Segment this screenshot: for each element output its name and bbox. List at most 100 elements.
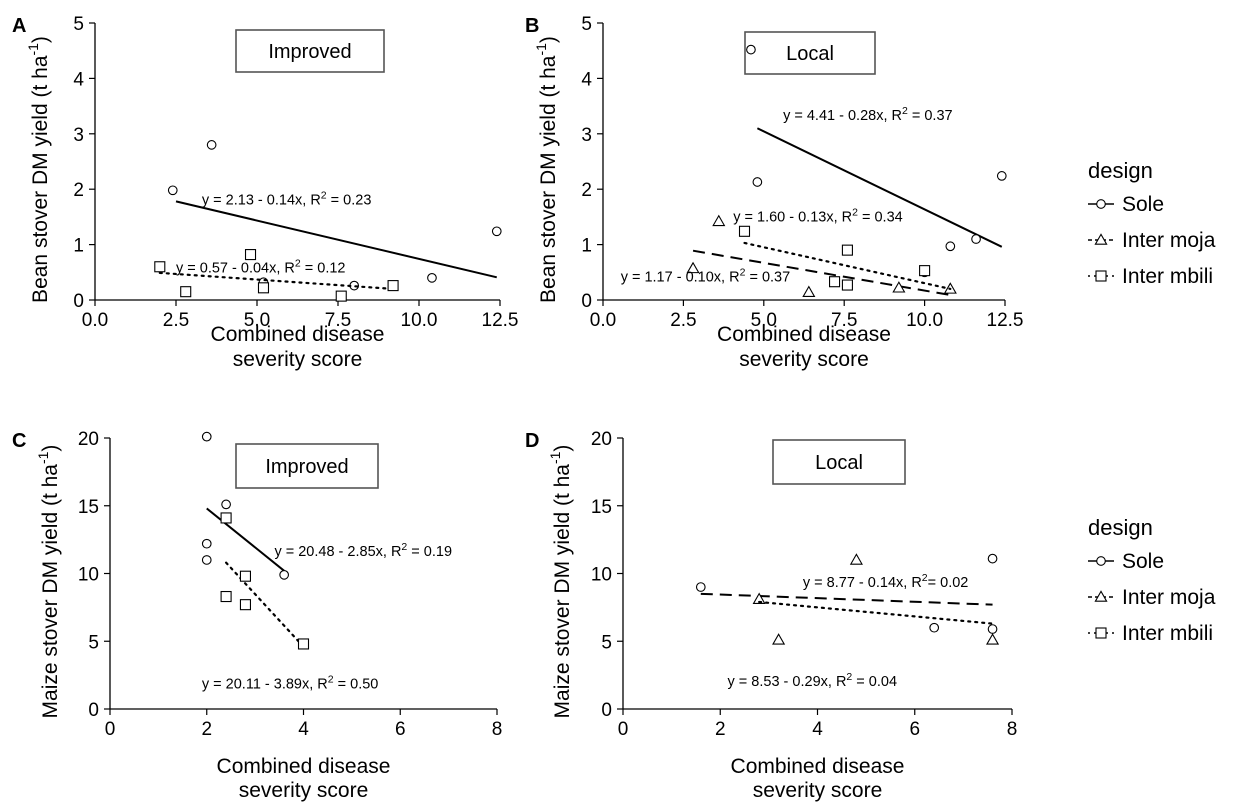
data-point [297, 638, 310, 650]
x-tick-label: 2 [715, 719, 726, 740]
y-axis-label: Bean stover DM yield (t ha-1) [25, 36, 52, 303]
y-axis-label-close: ) [29, 36, 52, 43]
fit-line [692, 249, 951, 296]
cultivar-label: Improved [265, 456, 348, 478]
x-axis-label-line: severity score [233, 348, 363, 371]
x-tick-label: 12.5 [987, 310, 1024, 331]
series-inter-moja [700, 553, 1000, 645]
y-axis-label: Maize stover DM yield (t ha-1) [35, 445, 62, 719]
equation-main: y = 8.77 - 0.14x, R [803, 575, 922, 591]
data-point [180, 286, 192, 298]
legend-label: Inter mbili [1122, 265, 1213, 288]
data-point [752, 177, 763, 187]
y-tick-label: 5 [73, 14, 84, 35]
data-point [427, 272, 437, 283]
y-tick-label: 20 [591, 429, 612, 450]
x-tick-label: 7.5 [831, 310, 857, 331]
y-tick-label: 0 [73, 291, 84, 312]
equation-tail: = 0.12 [301, 260, 346, 276]
legend-label: Inter moja [1122, 229, 1216, 252]
cultivar-box [744, 31, 876, 75]
y-axis-label-main: Bean stover DM yield (t ha [537, 55, 560, 303]
x-axis-label-line: Combined disease [731, 755, 905, 778]
data-point [986, 633, 1000, 645]
series-inter-mbili [738, 225, 952, 291]
x-tick-label: 6 [909, 719, 920, 740]
equation-sup: 2 [740, 267, 746, 279]
data-point [387, 280, 399, 292]
x-tick-label: 2.5 [163, 310, 189, 331]
y-axis-label-close: ) [551, 445, 574, 452]
regression-equation: y = 0.57 - 0.04x, R2 = 0.12 [176, 257, 345, 276]
y-axis-label-sup: -1 [35, 451, 51, 464]
regression-equation: y = 4.41 - 0.28x, R2 = 0.37 [783, 105, 952, 124]
data-point [167, 185, 178, 196]
data-point [919, 265, 931, 277]
data-point [220, 590, 232, 603]
legend-marker [1094, 590, 1108, 602]
series-sole [695, 553, 998, 634]
cultivar-box [235, 29, 385, 73]
panel-label: D [525, 430, 539, 452]
data-point [892, 281, 906, 293]
fit-line [225, 561, 305, 648]
x-axis-label-line: severity score [739, 348, 869, 371]
fit-line [206, 507, 285, 572]
panel-c: 0 2 4 6 8 0 5 10 15 20 C Maize stover DM yield (t h… [12, 429, 502, 802]
legend-marker [1096, 556, 1106, 566]
y-axis-label-close: ) [537, 36, 560, 43]
equation-main: y = 2.13 - 0.14x, R [202, 193, 321, 209]
equation-sup: 2 [846, 671, 852, 683]
cultivar-label: Improved [268, 41, 351, 63]
x-axis-label-line: Combined disease [217, 755, 391, 778]
y-axis-label-main: Maize stover DM yield (t ha [551, 464, 574, 719]
equation-main: y = 1.60 - 0.13x, R [733, 209, 852, 225]
y-tick-label: 5 [581, 14, 592, 35]
x-tick-label: 10.0 [906, 310, 943, 331]
data-point [945, 241, 956, 252]
x-tick-label: 0 [618, 719, 629, 740]
panel-d: 0 2 4 6 8 0 5 10 15 20 D Maize stover DM yield (t h… [525, 429, 1017, 802]
x-tick-label: 12.5 [482, 310, 519, 331]
legend-label: Sole [1122, 550, 1164, 573]
data-point [279, 570, 290, 580]
equation-sup: 2 [922, 572, 928, 584]
series-inter-mbili [220, 512, 310, 650]
equation-tail: = 0.04 [852, 674, 897, 690]
series-sole [201, 431, 290, 580]
y-tick-label: 3 [73, 125, 84, 146]
y-tick-label: 5 [601, 632, 612, 653]
data-point [220, 512, 232, 524]
fit-line [743, 241, 952, 291]
data-point [206, 140, 217, 150]
data-point [746, 44, 756, 55]
legend-label: Inter moja [1122, 586, 1216, 609]
x-axis-label-line: Combined disease [211, 323, 385, 346]
data-point [239, 570, 251, 582]
legend-marker [1095, 627, 1107, 639]
data-point [752, 592, 766, 604]
data-point [201, 431, 212, 442]
equation-main: y = 20.48 - 2.85x, R [274, 544, 401, 560]
equation-sup: 2 [295, 257, 301, 269]
legend-marker [1096, 199, 1106, 209]
fit-line [758, 600, 994, 625]
legend-marker [1094, 233, 1108, 245]
data-point [257, 282, 270, 294]
data-point [201, 538, 212, 549]
fit-line [175, 200, 497, 279]
legend-top: design Sole Inter moja Inter mbili [1088, 158, 1216, 288]
series-inter-mbili [758, 600, 994, 625]
cultivar-box [772, 439, 906, 485]
legend-title: design [1088, 515, 1153, 540]
y-tick-label: 0 [88, 700, 99, 721]
equation-main: y = 20.11 - 3.89x, R [202, 677, 328, 693]
legend-label: Sole [1122, 193, 1164, 216]
data-point [929, 622, 940, 633]
y-tick-label: 15 [591, 497, 612, 518]
y-axis-label-close: ) [39, 445, 62, 452]
equation-tail: = 0.19 [407, 544, 452, 560]
x-tick-label: 0.0 [590, 310, 616, 331]
y-tick-label: 0 [601, 700, 612, 721]
